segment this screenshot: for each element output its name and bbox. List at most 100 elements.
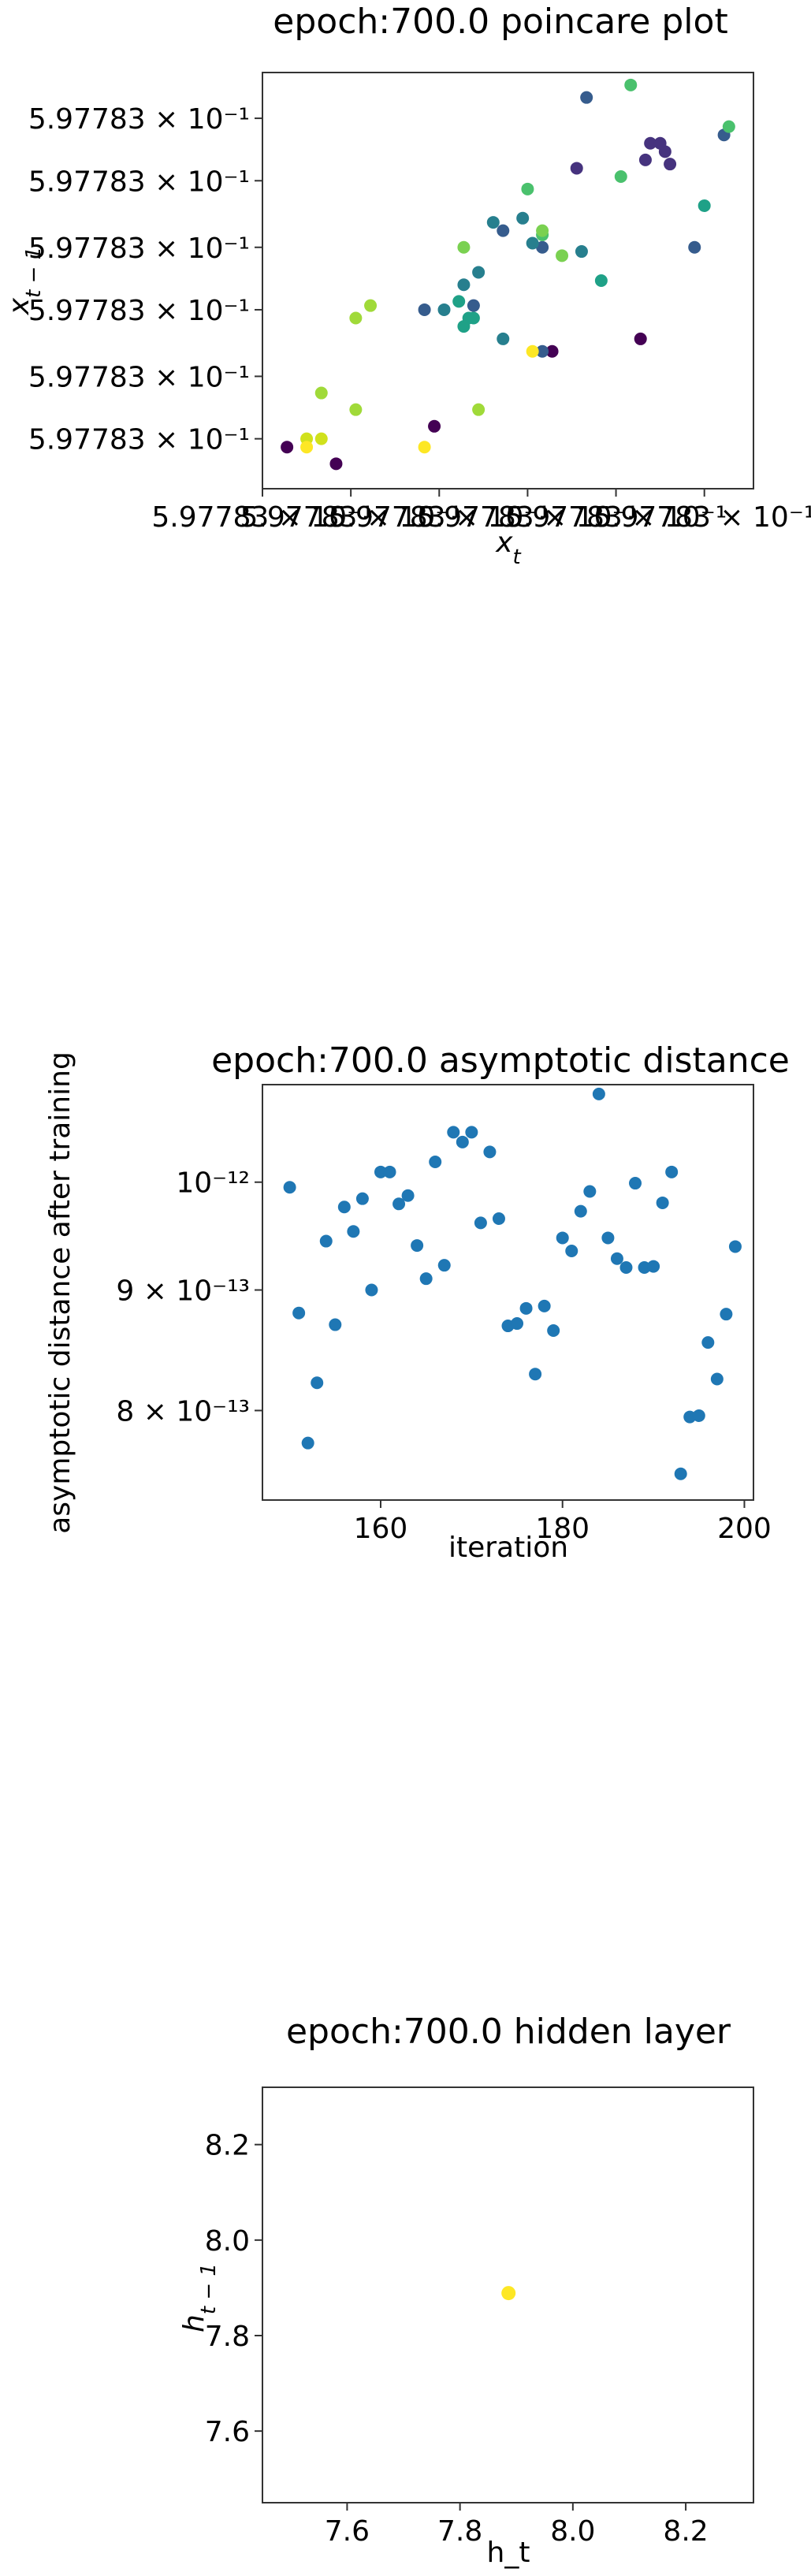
asymptotic-point: [656, 1196, 669, 1209]
asymptotic-point: [538, 1299, 551, 1312]
asymptotic-point: [728, 1240, 742, 1253]
hidden-y-ticks: 7.6 7.8 8.0 8.2: [205, 2130, 262, 2448]
poincare-point: [349, 403, 363, 416]
poincare-point: [314, 386, 328, 400]
asymptotic-x-ticks: 160 180 200: [354, 1500, 772, 1545]
poincare-x-tick-label: 5.97783 × 10⁻¹: [417, 501, 638, 534]
poincare-point: [300, 441, 314, 454]
asymptotic-point: [701, 1336, 715, 1349]
asymptotic-point: [456, 1135, 469, 1148]
hidden-y-label-sub: t − 1: [197, 2263, 221, 2314]
poincare-point: [329, 457, 343, 471]
poincare-point: [580, 91, 593, 104]
asymptotic-point: [610, 1252, 623, 1265]
asymptotic-point: [583, 1185, 597, 1198]
asymptotic-point: [519, 1301, 533, 1315]
poincare-point: [364, 299, 378, 312]
poincare-point: [457, 240, 471, 254]
hidden-title: epoch:700.0 hidden layer: [286, 2012, 731, 2052]
hidden-x-tick-label: 8.2: [663, 2515, 708, 2548]
poincare-x-tick-label: 5.97783 × 10⁻¹: [593, 501, 811, 534]
poincare-point: [722, 120, 735, 133]
asymptotic-point: [392, 1197, 406, 1211]
poincare-x-label-sub: t: [513, 545, 522, 569]
poincare-point: [457, 320, 471, 333]
asymptotic-title: epoch:700.0 asymptotic distance: [211, 1040, 790, 1081]
asymptotic-y-tick-label: 8 × 10⁻¹³: [116, 1395, 250, 1428]
asymptotic-point: [437, 1259, 451, 1272]
asymptotic-point: [401, 1189, 415, 1202]
asymptotic-point: [337, 1201, 351, 1214]
asymptotic-point: [419, 1272, 433, 1286]
poincare-x-tick-label: 5.97783 × 10⁻¹: [240, 501, 462, 534]
poincare-y-tick-label: 5.97783 × 10⁻¹: [28, 424, 250, 456]
hidden-y-tick-label: 8.0: [205, 2225, 250, 2258]
asymptotic-points: [283, 1087, 742, 1480]
poincare-point: [526, 344, 539, 358]
poincare-point: [467, 311, 480, 325]
poincare-y-tick-label: 5.97783 × 10⁻¹: [28, 295, 250, 327]
hidden-x-tick-label: 8.0: [550, 2515, 595, 2548]
asymptotic-x-axis-label: iteration: [448, 1532, 568, 1564]
asymptotic-point: [329, 1318, 342, 1331]
poincare-y-label-main: x: [3, 297, 35, 315]
poincare-y-tick-label: 5.97783 × 10⁻¹: [28, 166, 250, 198]
poincare-y-label-sub: t − 1: [22, 247, 46, 298]
asymptotic-y-ticks: 8 × 10⁻¹³ 9 × 10⁻¹³ 10⁻¹²: [116, 1167, 262, 1428]
hidden-x-tick-label: 7.6: [325, 2515, 370, 2548]
poincare-point: [536, 224, 549, 237]
asymptotic-point: [574, 1204, 587, 1218]
hidden-plot-frame: [262, 2086, 754, 2503]
asymptotic-point: [556, 1231, 569, 1245]
asymptotic-distance-chart: epoch:700.0 asymptotic distance 8 × 10⁻¹…: [44, 1040, 790, 1564]
poincare-x-tick-label: 5.97783 × 10⁻¹: [151, 501, 373, 534]
poincare-x-tick-label: 5.97783 × 10⁻¹: [505, 501, 727, 534]
poincare-point: [516, 211, 530, 225]
poincare-point: [526, 236, 539, 250]
poincare-point: [428, 419, 441, 433]
asymptotic-y-axis-label: asymptotic distance after training: [44, 1052, 76, 1534]
poincare-point: [457, 278, 471, 292]
poincare-point: [594, 274, 608, 287]
poincare-point: [418, 441, 431, 454]
poincare-point: [644, 136, 657, 150]
asymptotic-point: [692, 1409, 705, 1422]
poincare-y-tick-label: 5.97783 × 10⁻¹: [28, 103, 250, 136]
asymptotic-point: [592, 1087, 605, 1100]
poincare-point: [521, 182, 534, 195]
poincare-point: [486, 216, 500, 229]
asymptotic-point: [374, 1165, 387, 1178]
poincare-y-tick-label: 5.97783 × 10⁻¹: [28, 361, 250, 393]
poincare-point: [349, 311, 363, 325]
hidden-layer-chart: epoch:700.0 hidden layer 7.6 7.8 8.0 8.2 7.…: [178, 2012, 754, 2569]
poincare-point: [452, 295, 466, 308]
hidden-x-axis-label: h_t: [487, 2537, 530, 2569]
poincare-plot-frame: [262, 72, 754, 490]
poincare-point: [418, 303, 431, 316]
hidden-y-tick-label: 8.2: [205, 2130, 250, 2162]
asymptotic-point: [429, 1156, 442, 1169]
poincare-point: [545, 344, 559, 358]
poincare-point: [634, 332, 647, 345]
poincare-point: [570, 162, 583, 175]
poincare-point: [664, 158, 677, 171]
asymptotic-x-tick-label: 160: [354, 1513, 408, 1545]
poincare-point: [624, 78, 638, 91]
asymptotic-y-tick-label: 9 × 10⁻¹³: [116, 1275, 250, 1308]
poincare-point: [638, 153, 652, 166]
hidden-point: [501, 2286, 516, 2301]
asymptotic-point: [283, 1181, 296, 1194]
asymptotic-point: [383, 1165, 396, 1178]
poincare-point: [536, 240, 549, 254]
poincare-point: [614, 170, 627, 183]
asymptotic-point: [465, 1126, 478, 1139]
poincare-x-axis-label: xt: [495, 527, 521, 569]
poincare-point: [467, 299, 480, 312]
poincare-x-ticks: 5.97783 × 10⁻¹5.97783 × 10⁻¹5.97783 × 10…: [151, 489, 811, 534]
asymptotic-point: [301, 1436, 314, 1450]
poincare-title: epoch:700.0 poincare plot: [273, 2, 727, 42]
asymptotic-point: [447, 1126, 460, 1139]
asymptotic-y-tick-label: 10⁻¹²: [176, 1167, 250, 1200]
asymptotic-point: [483, 1145, 497, 1159]
